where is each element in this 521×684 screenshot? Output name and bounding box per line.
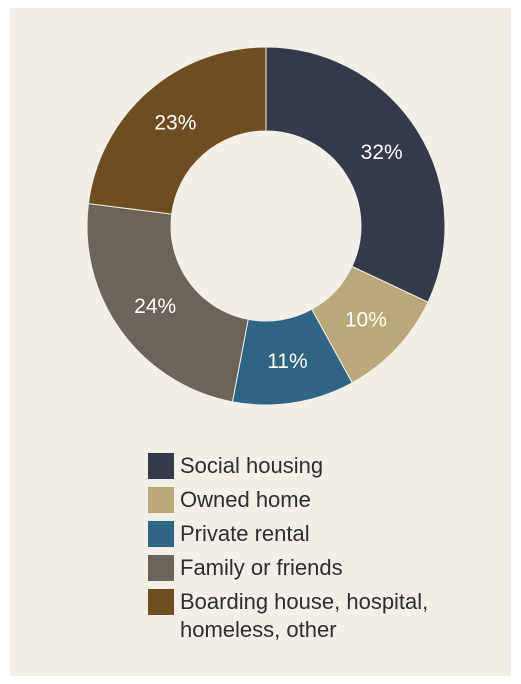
chart-legend: Social housing Owned home Private rental… bbox=[148, 452, 498, 650]
slice-value-label: 10% bbox=[345, 308, 387, 331]
legend-item-owned-home: Owned home bbox=[148, 486, 498, 514]
donut-slice bbox=[86, 203, 249, 403]
legend-item-boarding-house: Boarding house, hospital, homeless, othe… bbox=[148, 588, 498, 644]
slice-value-label: 24% bbox=[134, 295, 176, 318]
legend-item-private-rental: Private rental bbox=[148, 520, 498, 548]
donut-slice bbox=[87, 46, 267, 215]
legend-label: Boarding house, hospital, homeless, othe… bbox=[180, 588, 428, 644]
slice-value-label: 32% bbox=[361, 141, 403, 164]
legend-swatch bbox=[148, 589, 174, 615]
slice-value-label: 23% bbox=[154, 112, 196, 135]
legend-label: Family or friends bbox=[180, 555, 343, 580]
legend-label: Owned home bbox=[180, 487, 311, 512]
legend-swatch bbox=[148, 521, 174, 547]
legend-item-family-or-friends: Family or friends bbox=[148, 554, 498, 582]
legend-label-line-2: homeless, other bbox=[180, 617, 337, 642]
legend-label-line-1: Boarding house, hospital, bbox=[180, 589, 429, 614]
legend-label: Social housing bbox=[180, 453, 324, 478]
donut-chart-svg: 32% 10% 11% 24% 23% bbox=[86, 46, 446, 406]
slice-value-label: 11% bbox=[267, 350, 307, 373]
chart-panel: 32% 10% 11% 24% 23% Social housing Owned hom… bbox=[10, 8, 511, 676]
legend-item-social-housing: Social housing bbox=[148, 452, 498, 480]
legend-swatch bbox=[148, 453, 174, 479]
donut-chart: 32% 10% 11% 24% 23% bbox=[10, 8, 511, 428]
legend-swatch bbox=[148, 555, 174, 581]
donut-slice bbox=[265, 46, 446, 303]
legend-label: Private rental bbox=[180, 521, 310, 546]
legend-swatch bbox=[148, 487, 174, 513]
